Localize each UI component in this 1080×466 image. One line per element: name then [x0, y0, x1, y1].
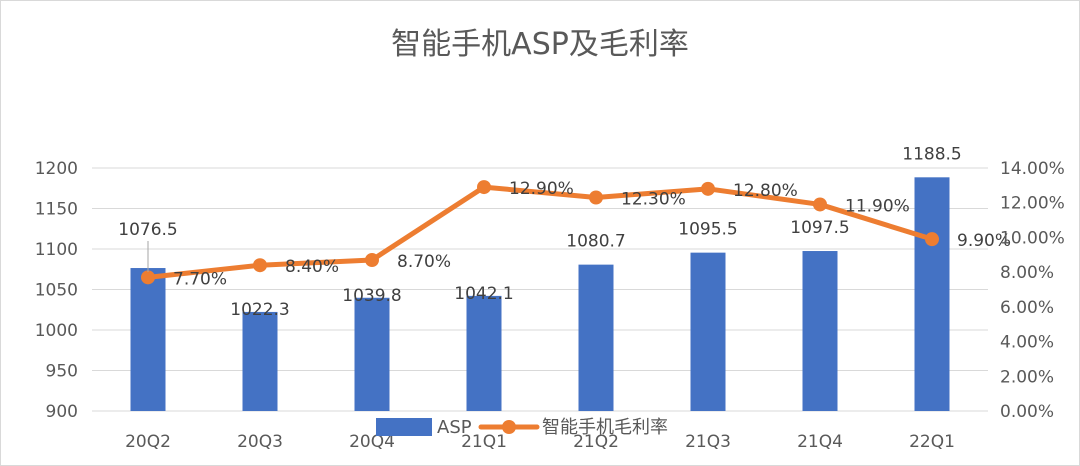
y-left-tick-label: 1050: [35, 281, 78, 301]
chart-title: 智能手机ASP及毛利率: [391, 27, 689, 62]
y-right-tick-label: 6.00%: [1000, 298, 1054, 318]
data-labels: 1076.5 1022.3 1039.8 1042.1 1080.7 1095.5 1097…: [118, 144, 1011, 320]
y-right-tick-label: 4.00%: [1000, 333, 1054, 353]
margin-value-label: 12.30%: [621, 190, 686, 210]
y-left-tick-label: 1150: [35, 200, 78, 220]
y-right-tick-label: 2.00%: [1000, 367, 1054, 387]
asp-bar: [466, 295, 502, 411]
y-left-tick-label: 1100: [35, 240, 78, 260]
x-tick-label: 20Q2: [125, 432, 171, 452]
x-tick-label: 21Q1: [461, 432, 507, 452]
asp-value-label: 1022.3: [230, 300, 289, 320]
x-tick-label: 21Q3: [685, 432, 731, 452]
x-tick-label: 20Q3: [237, 432, 283, 452]
asp-value-label: 1095.5: [678, 220, 737, 240]
asp-bars: [130, 177, 950, 411]
margin-line-path: [145, 184, 935, 280]
x-tick-label: 21Q2: [573, 432, 619, 452]
x-tick-label: 21Q4: [797, 432, 843, 452]
asp-bar: [690, 252, 726, 411]
margin-point: [141, 270, 155, 285]
asp-value-label: 1097.5: [790, 218, 849, 238]
asp-value-label: 1188.5: [902, 144, 961, 164]
y-right-tick-label: 10.00%: [1000, 228, 1065, 248]
y-left-tick-label: 900: [46, 402, 78, 422]
margin-value-label: 9.90%: [957, 231, 1011, 251]
asp-value-label: 1076.5: [118, 220, 177, 240]
legend-margin-marker: [502, 420, 516, 434]
y-right-tick-label: 8.00%: [1000, 263, 1054, 283]
y-right-tick-label: 14.00%: [1000, 159, 1065, 179]
y-right-tick-label: 0.00%: [1000, 402, 1054, 422]
margin-point: [253, 258, 267, 273]
margin-point: [365, 252, 379, 267]
y-left-tick-label: 1200: [35, 159, 78, 179]
margin-point: [589, 190, 603, 205]
legend-asp-label: ASP: [437, 417, 472, 438]
margin-value-label: 8.70%: [397, 252, 451, 272]
margin-point: [813, 197, 827, 212]
asp-bar: [130, 268, 166, 411]
margin-point: [925, 232, 939, 247]
x-tick-label: 20Q4: [349, 432, 395, 452]
asp-bar: [914, 177, 950, 411]
margin-value-label: 8.40%: [285, 257, 339, 277]
asp-value-label: 1039.8: [342, 286, 401, 306]
asp-bar: [242, 311, 278, 411]
y-left-tick-label: 1000: [35, 321, 78, 341]
asp-value-label: 1080.7: [566, 232, 625, 252]
margin-value-label: 7.70%: [173, 269, 227, 289]
legend-margin-label: 智能手机毛利率: [542, 417, 668, 438]
margin-value-label: 11.90%: [845, 196, 910, 216]
margin-value-label: 12.90%: [509, 179, 574, 199]
asp-bar: [354, 297, 390, 411]
asp-value-label: 1042.1: [454, 284, 513, 304]
legend-asp-swatch: [376, 418, 432, 436]
asp-bar: [802, 251, 838, 411]
y-left-tick-label: 950: [46, 362, 78, 382]
axis-ticks: 900 950 1000 1050 1100 1150 1200 0.00% 2.00% 4.00…: [35, 159, 1065, 452]
margin-point: [701, 181, 715, 196]
x-tick-label: 22Q1: [909, 432, 955, 452]
y-right-tick-label: 12.00%: [1000, 194, 1065, 214]
margin-value-label: 12.80%: [733, 181, 798, 201]
margin-point: [477, 180, 491, 195]
asp-bar: [578, 264, 614, 411]
legend: ASP 智能手机毛利率: [376, 417, 668, 438]
margin-line: [141, 180, 939, 285]
